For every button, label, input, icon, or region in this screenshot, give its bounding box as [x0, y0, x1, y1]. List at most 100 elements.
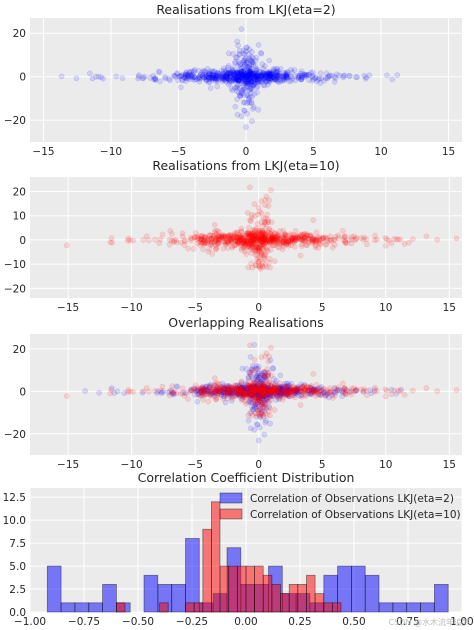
scatter-point — [249, 392, 255, 399]
scatter-point — [223, 241, 229, 248]
scatter-point — [246, 369, 253, 376]
scatter-point — [248, 391, 255, 397]
scatter-point — [249, 59, 256, 66]
scatter-point — [214, 78, 221, 84]
scatter-point — [254, 421, 261, 428]
scatter-point — [248, 403, 255, 410]
scatter-point — [246, 390, 252, 396]
scatter-point — [297, 70, 304, 77]
scatter-point — [270, 74, 277, 80]
scatter-point — [223, 387, 230, 394]
scatter-point — [267, 412, 273, 419]
scatter-point — [257, 239, 264, 245]
scatter-point — [246, 398, 253, 405]
scatter-point — [269, 235, 276, 242]
scatter-point — [240, 59, 246, 66]
scatter-point — [100, 75, 106, 82]
scatter-point — [302, 71, 309, 78]
scatter-point — [248, 241, 255, 248]
scatter-point — [234, 111, 241, 118]
scatter-point — [294, 234, 301, 240]
scatter-point — [258, 390, 265, 396]
scatter-point — [340, 74, 347, 81]
scatter-point — [218, 392, 225, 399]
scatter-point — [229, 238, 235, 245]
scatter-point — [331, 236, 337, 243]
scatter-point — [285, 380, 292, 387]
scatter-point — [248, 233, 255, 239]
scatter-point — [256, 387, 263, 393]
scatter-point — [269, 386, 276, 392]
scatter-point — [254, 237, 261, 244]
scatter-point — [288, 380, 295, 387]
scatter-point — [328, 72, 335, 79]
scatter-point — [270, 235, 277, 242]
scatter-point — [204, 391, 210, 397]
scatter-point — [245, 374, 252, 380]
scatter-point — [352, 237, 358, 243]
scatter-point — [263, 226, 270, 232]
scatter-point — [108, 386, 115, 393]
scatter-point — [264, 72, 271, 79]
scatter-point — [263, 391, 270, 398]
scatter-point — [231, 232, 237, 239]
histogram-bar — [202, 528, 212, 613]
scatter-point — [251, 233, 258, 240]
scatter-point — [240, 237, 247, 244]
scatter-point — [313, 389, 320, 396]
scatter-point — [234, 70, 241, 77]
scatter-point — [253, 389, 259, 396]
scatter-point — [248, 75, 254, 82]
scatter-point — [284, 384, 291, 390]
scatter-point — [284, 388, 291, 395]
scatter-point — [236, 385, 243, 392]
scatter-point — [318, 75, 325, 82]
scatter-point — [277, 228, 283, 234]
scatter-point — [277, 390, 283, 396]
scatter-point — [250, 399, 256, 405]
scatter-point — [248, 385, 255, 392]
scatter-point — [242, 391, 249, 398]
scatter-point — [267, 71, 274, 78]
scatter-point — [230, 75, 237, 82]
scatter-point — [261, 246, 267, 253]
scatter-point — [247, 73, 254, 80]
scatter-point — [233, 74, 240, 81]
scatter-point — [293, 387, 300, 394]
scatter-point — [274, 394, 281, 401]
scatter-point — [242, 85, 248, 91]
scatter-point — [232, 75, 239, 82]
scatter-point — [262, 390, 269, 396]
scatter-point — [216, 381, 222, 388]
scatter-point — [274, 238, 281, 245]
scatter-point — [282, 232, 288, 239]
chart-title-2: Overlapping Realisations — [168, 315, 323, 330]
scatter-point — [248, 234, 255, 240]
scatter-point — [247, 388, 254, 395]
scatter-point — [257, 236, 264, 243]
scatter-point — [327, 236, 334, 243]
scatter-point — [239, 71, 246, 77]
scatter-point — [259, 238, 266, 245]
scatter-point — [247, 242, 253, 248]
scatter-point — [231, 74, 237, 81]
scatter-point — [266, 379, 272, 386]
scatter-point — [240, 240, 247, 247]
scatter-point — [257, 395, 264, 401]
scatter-point — [253, 382, 260, 389]
scatter-point — [239, 390, 246, 397]
scatter-point — [182, 71, 189, 78]
histogram-bar — [406, 602, 421, 613]
scatter-point — [224, 64, 231, 71]
scatter-point — [323, 391, 330, 397]
scatter-point — [303, 384, 310, 391]
scatter-point — [249, 241, 255, 247]
scatter-point — [205, 74, 212, 81]
scatter-point — [258, 384, 265, 391]
scatter-point — [236, 71, 243, 77]
scatter-point — [314, 386, 321, 393]
scatter-point — [227, 393, 234, 399]
scatter-point — [196, 390, 203, 396]
scatter-point — [270, 389, 277, 395]
scatter-point — [284, 386, 291, 393]
